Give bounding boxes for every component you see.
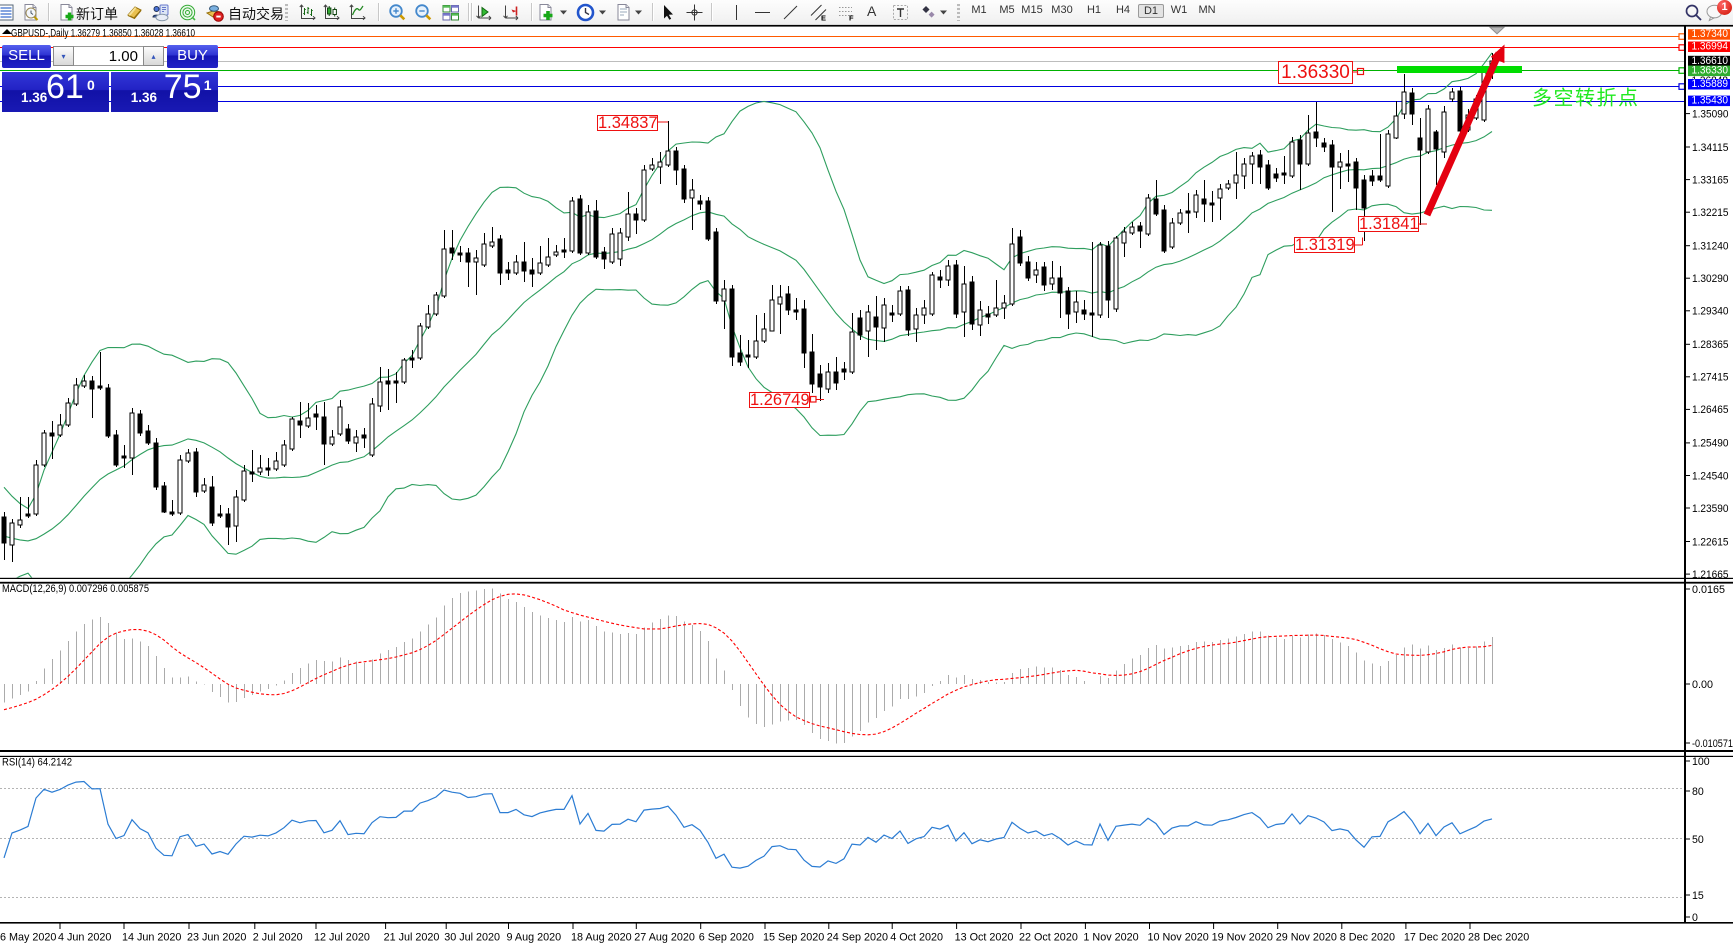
svg-text:1.25490: 1.25490 — [1692, 438, 1729, 450]
svg-text:24 Sep 2020: 24 Sep 2020 — [827, 932, 888, 944]
svg-text:1.37340: 1.37340 — [1692, 28, 1729, 40]
svg-text:RSI(14) 64.2142: RSI(14) 64.2142 — [2, 757, 72, 769]
svg-text:0: 0 — [1692, 912, 1698, 924]
svg-text:1.23590: 1.23590 — [1692, 503, 1729, 515]
svg-text:28 Dec 2020: 28 Dec 2020 — [1468, 932, 1529, 944]
svg-text:23 Jun 2020: 23 Jun 2020 — [187, 932, 246, 944]
svg-text:1.21665: 1.21665 — [1692, 569, 1729, 581]
svg-text:1.36994: 1.36994 — [1692, 41, 1729, 53]
svg-text:22 Oct 2020: 22 Oct 2020 — [1019, 932, 1078, 944]
svg-text:4 Oct 2020: 4 Oct 2020 — [890, 932, 943, 944]
svg-text:17 Dec 2020: 17 Dec 2020 — [1404, 932, 1465, 944]
svg-text:1.28365: 1.28365 — [1692, 339, 1729, 351]
svg-text:30 Jul 2020: 30 Jul 2020 — [444, 932, 500, 944]
svg-text:E: E — [821, 14, 826, 23]
svg-text:1 Nov 2020: 1 Nov 2020 — [1083, 932, 1138, 944]
svg-text:1.35090: 1.35090 — [1692, 108, 1729, 120]
svg-text:1.31240: 1.31240 — [1692, 241, 1729, 253]
svg-text:80: 80 — [1692, 786, 1704, 798]
svg-text:1.36610: 1.36610 — [1692, 55, 1729, 67]
svg-text:10 Nov 2020: 10 Nov 2020 — [1148, 932, 1209, 944]
svg-text:19 Nov 2020: 19 Nov 2020 — [1212, 932, 1273, 944]
svg-text:100: 100 — [1692, 756, 1710, 768]
svg-text:4 Jun 2020: 4 Jun 2020 — [58, 932, 111, 944]
svg-text:F: F — [849, 14, 854, 23]
svg-text:8 Dec 2020: 8 Dec 2020 — [1340, 932, 1395, 944]
svg-text:1.26465: 1.26465 — [1692, 404, 1729, 416]
svg-text:0.00: 0.00 — [1692, 679, 1713, 691]
svg-text:GBPUSD-,Daily 1.36279 1.36850: GBPUSD-,Daily 1.36279 1.36850 1.36028 1.… — [11, 28, 195, 40]
svg-text:12 Jul 2020: 12 Jul 2020 — [314, 932, 370, 944]
svg-text:1.32215: 1.32215 — [1692, 207, 1729, 219]
svg-text:1.35430: 1.35430 — [1692, 95, 1729, 107]
svg-text:1.29340: 1.29340 — [1692, 306, 1729, 318]
svg-text:14 Jun 2020: 14 Jun 2020 — [122, 932, 181, 944]
svg-text:多空转折点: 多空转折点 — [1532, 87, 1640, 110]
svg-text:1.30290: 1.30290 — [1692, 273, 1729, 285]
svg-text:29 Nov 2020: 29 Nov 2020 — [1276, 932, 1337, 944]
svg-text:-0.010571: -0.010571 — [1692, 738, 1733, 750]
svg-text:1.34115: 1.34115 — [1692, 142, 1729, 154]
svg-text:1.22615: 1.22615 — [1692, 536, 1729, 548]
svg-text:1.36330: 1.36330 — [1692, 65, 1729, 77]
svg-text:1.27415: 1.27415 — [1692, 372, 1729, 384]
svg-text:2 Jul 2020: 2 Jul 2020 — [253, 932, 303, 944]
svg-text:50: 50 — [1692, 834, 1704, 846]
svg-text:1.24540: 1.24540 — [1692, 470, 1729, 482]
svg-text:27 Aug 2020: 27 Aug 2020 — [634, 932, 695, 944]
svg-text:26 May 2020: 26 May 2020 — [0, 932, 56, 944]
svg-text:1.35889: 1.35889 — [1692, 78, 1729, 90]
svg-text:15: 15 — [1692, 890, 1704, 902]
svg-text:1.33165: 1.33165 — [1692, 174, 1729, 186]
svg-text:21 Jul 2020: 21 Jul 2020 — [384, 932, 440, 944]
svg-text:6 Sep 2020: 6 Sep 2020 — [699, 932, 754, 944]
svg-text:0.0165: 0.0165 — [1692, 584, 1725, 596]
svg-text:15 Sep 2020: 15 Sep 2020 — [763, 932, 824, 944]
svg-text:18 Aug 2020: 18 Aug 2020 — [571, 932, 632, 944]
svg-text:MACD(12,26,9) 0.007296 0.00587: MACD(12,26,9) 0.007296 0.005875 — [2, 583, 149, 595]
svg-text:9 Aug 2020: 9 Aug 2020 — [507, 932, 562, 944]
svg-text:13 Oct 2020: 13 Oct 2020 — [955, 932, 1014, 944]
